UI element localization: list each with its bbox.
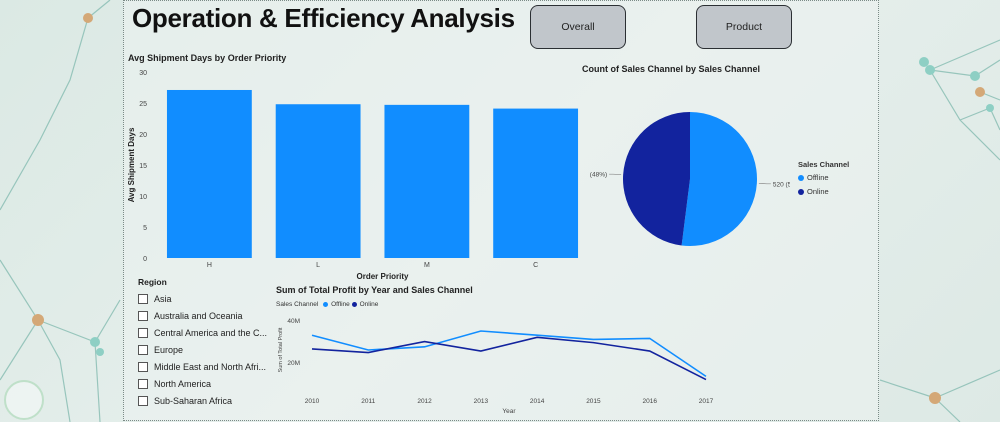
checkbox-icon[interactable]: [138, 378, 148, 389]
pie-slice-offline[interactable]: [681, 112, 758, 246]
bar-C[interactable]: [493, 108, 579, 258]
line-legend: Sales Channel Offline Online: [276, 301, 378, 308]
pie-legend-label-offline: Offline: [807, 173, 829, 182]
line-chart[interactable]: 20M 40M 2010 2011 2012 2013 2014 2015 2016 2017 Ye…: [270, 308, 730, 418]
region-slicer-item[interactable]: Australia and Oceania: [138, 307, 267, 324]
line-x-tick-label-6: 2016: [642, 398, 657, 405]
bar-y-tick-label-0: 0: [143, 256, 147, 263]
bar-y-tick-label-2: 10: [139, 194, 147, 201]
pie-data-label-online: 480 (48%): [590, 172, 607, 179]
line-x-tick-label-2: 2012: [417, 398, 432, 405]
pie-leader-line-online: [609, 173, 622, 176]
line-legend-label-offline: Offline: [331, 301, 350, 308]
line-legend-label-online: Online: [359, 301, 379, 308]
pie-legend-item-online[interactable]: Online: [798, 187, 849, 196]
bar-x-tick-label-1: L: [316, 262, 320, 269]
line-x-axis-label: Year: [502, 408, 516, 415]
logo-badge: [4, 380, 44, 420]
pie-leader-line-offline: [758, 182, 771, 185]
bar-x-tick-label-0: H: [207, 262, 212, 269]
bar-y-tick-label-4: 20: [139, 132, 147, 139]
pie-legend-title: Sales Channel: [798, 160, 850, 169]
region-slicer-item-label: Asia: [154, 293, 172, 304]
line-x-tick-label-1: 2011: [361, 398, 375, 405]
line-x-tick-label-5: 2015: [586, 398, 601, 405]
region-slicer-item-label: Middle East and North Afri...: [154, 361, 267, 372]
pie-chart[interactable]: 520 (52%) 480 (48%): [590, 95, 790, 265]
region-slicer-item[interactable]: Middle East and North Afri...: [138, 358, 267, 375]
line-series-offline[interactable]: [311, 330, 707, 378]
checkbox-icon[interactable]: [138, 361, 148, 372]
line-y-axis-label: Sum of Total Profit: [278, 327, 284, 372]
region-slicer-item[interactable]: Europe: [138, 341, 267, 358]
bar-chart-title: Avg Shipment Days by Order Priority: [128, 53, 287, 63]
online-dot-icon: [351, 301, 357, 307]
pie-legend-label-online: Online: [807, 187, 829, 196]
region-slicer-item[interactable]: North America: [138, 375, 267, 392]
region-slicer-item[interactable]: Sub-Saharan Africa: [138, 392, 267, 409]
checkbox-icon[interactable]: [138, 327, 148, 338]
line-series-online[interactable]: [311, 336, 707, 381]
pie-legend: Sales Channel Offline Online: [798, 160, 849, 196]
pie-data-label-offline: 520 (52%): [773, 181, 790, 188]
region-slicer-item-label: North America: [154, 378, 212, 389]
checkbox-icon[interactable]: [138, 344, 148, 355]
overall-button[interactable]: Overall: [530, 5, 626, 49]
line-x-tick-label-0: 2010: [305, 398, 320, 405]
offline-dot-icon: [323, 301, 329, 307]
bar-x-tick-label-2: M: [424, 262, 430, 269]
region-slicer-item-label: Europe: [154, 344, 184, 355]
line-legend-title: Sales Channel: [276, 301, 319, 308]
bar-H[interactable]: [166, 89, 252, 258]
line-chart-title: Sum of Total Profit by Year and Sales Ch…: [276, 285, 473, 295]
line-x-tick-label-4: 2014: [530, 398, 545, 405]
bar-y-tick-label-6: 30: [139, 70, 147, 77]
line-legend-item-offline[interactable]: Offline: [323, 301, 350, 308]
bar-L[interactable]: [275, 104, 361, 258]
region-slicer: Asia Australia and Oceania Central America…: [138, 290, 267, 409]
checkbox-icon[interactable]: [138, 395, 148, 406]
line-x-tick-label-3: 2013: [474, 398, 489, 405]
pie-legend-item-offline[interactable]: Offline: [798, 173, 849, 182]
bar-x-axis-label: Order Priority: [356, 272, 409, 281]
line-legend-item-online[interactable]: Online: [351, 301, 379, 308]
region-slicer-item-label: Central America and the C...: [154, 327, 268, 338]
bar-M[interactable]: [384, 104, 470, 258]
bar-y-tick-label-5: 25: [139, 101, 147, 108]
line-y-tick-label-1: 40M: [287, 318, 300, 325]
line-x-tick-label-7: 2017: [699, 398, 714, 405]
page-title: Operation & Efficiency Analysis: [132, 3, 515, 33]
bar-y-axis-label: Avg Shipment Days: [127, 127, 136, 202]
checkbox-icon[interactable]: [138, 310, 148, 321]
region-slicer-item-label: Australia and Oceania: [154, 310, 243, 321]
checkbox-icon[interactable]: [138, 293, 148, 304]
region-slicer-item[interactable]: Central America and the C...: [138, 324, 267, 341]
bar-y-tick-label-3: 15: [139, 163, 147, 170]
region-slicer-item-label: Sub-Saharan Africa: [154, 395, 233, 406]
pie-chart-title: Count of Sales Channel by Sales Channel: [582, 64, 761, 74]
product-button[interactable]: Product: [696, 5, 792, 49]
region-slicer-item[interactable]: Asia: [138, 290, 267, 307]
offline-dot-icon: [798, 175, 804, 182]
line-y-tick-label-0: 20M: [287, 360, 300, 367]
bar-chart[interactable]: 0 5 10 15 20 25 30 H L M C Order Priority Avg Shipme…: [125, 62, 595, 284]
bar-y-tick-label-1: 5: [143, 225, 147, 232]
bar-x-tick-label-3: C: [533, 262, 538, 269]
region-slicer-title: Region: [138, 277, 167, 287]
pie-slice-online[interactable]: [623, 112, 690, 246]
online-dot-icon: [798, 189, 804, 196]
